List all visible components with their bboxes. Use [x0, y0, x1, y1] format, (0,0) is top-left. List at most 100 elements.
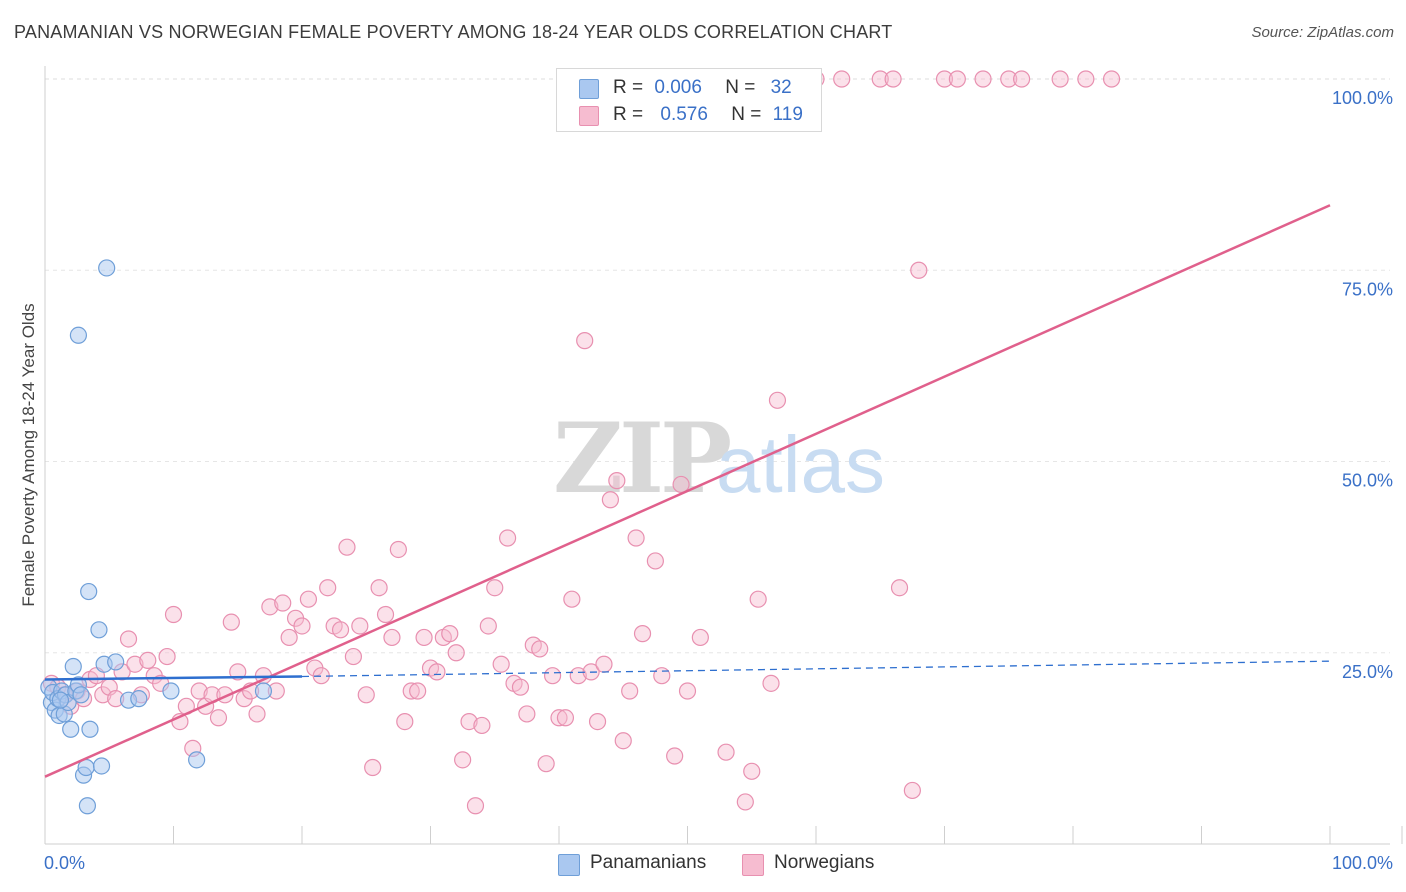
norwegians-legend-swatch [742, 854, 764, 876]
y-tick-label: 50.0% [1342, 471, 1393, 491]
norwegians-point [595, 655, 613, 673]
r-value: 0.576 [660, 104, 708, 125]
norwegians-point [364, 758, 382, 777]
norwegians-point [691, 628, 709, 647]
trend-lines [44, 204, 1331, 778]
norwegians-point [556, 709, 575, 727]
norwegians-point [473, 716, 491, 735]
panamanians-point [254, 682, 273, 700]
norwegians-point [261, 598, 279, 616]
panamanians-point [69, 326, 88, 344]
panamanians-point [64, 657, 82, 676]
norwegians-point [576, 332, 594, 350]
norwegians-point [511, 678, 530, 696]
norwegians-point [614, 732, 632, 750]
norwegians-point [518, 705, 536, 723]
norwegians-legend-label: Norwegians [774, 852, 875, 873]
x-tick-label-max: 100.0% [1332, 853, 1393, 873]
n-label: N = [731, 104, 762, 125]
panamanians-point [92, 757, 111, 775]
norwegians-point [222, 613, 240, 631]
y-tick-label: 25.0% [1342, 662, 1393, 682]
norwegians-point [653, 667, 671, 685]
chart-title: PANAMANIAN VS NORWEGIAN FEMALE POVERTY A… [14, 22, 893, 42]
watermark-zip: ZIP [553, 402, 730, 515]
norwegians-point [447, 644, 465, 662]
panamanians-legend-swatch [558, 854, 580, 876]
norwegians-point [492, 655, 510, 673]
norwegians-point [126, 655, 144, 673]
norwegians-point [633, 625, 652, 643]
norwegians-point [935, 70, 954, 88]
norwegians-point [293, 617, 311, 635]
y-tick-label: 75.0% [1342, 279, 1393, 299]
norwegians-point [903, 781, 921, 800]
panamanians-point [130, 690, 148, 708]
norwegians-point [563, 590, 581, 608]
norwegians-point [531, 640, 549, 658]
panamanians-points [40, 259, 273, 815]
norwegians-point [454, 751, 472, 769]
norwegians-point [1012, 70, 1031, 88]
norwegians-point [428, 663, 446, 681]
norwegians-point [1077, 70, 1095, 88]
norwegians-point [736, 793, 754, 811]
panamanians-point [107, 653, 125, 671]
norwegians-point [299, 590, 318, 608]
norwegians-point [280, 628, 298, 647]
y-tick-label: 100.0% [1332, 88, 1393, 108]
norwegians-point [499, 529, 517, 547]
norwegians-point [1051, 70, 1069, 88]
panamanians-trend-line [44, 675, 303, 681]
norwegians-point [383, 628, 401, 647]
norwegians-point [479, 617, 497, 635]
norwegians-point [190, 682, 208, 700]
norwegians-point [646, 552, 664, 570]
panamanians-point [80, 582, 98, 601]
panamanians-trend-extension [301, 660, 1331, 678]
norwegians-point [164, 605, 183, 624]
r-label: R = [613, 77, 644, 98]
stats-legend: R = 0.006 N = 32 R = 0.576 N = 119 [556, 68, 822, 132]
norwegians-point [357, 686, 375, 704]
norwegians-points [42, 70, 1121, 815]
panamanians-point [78, 797, 97, 815]
r-value: 0.006 [654, 77, 702, 98]
norwegians-point [871, 70, 889, 88]
norwegians-point [319, 579, 337, 597]
norwegians-point [441, 625, 459, 643]
norwegians-point [331, 621, 350, 639]
norwegians-point [890, 579, 909, 597]
norwegians-point [351, 617, 369, 635]
n-value: 32 [770, 77, 792, 98]
norwegians-point [229, 663, 247, 681]
norwegians-point [768, 391, 787, 409]
tick-labels: 25.0% 50.0% 75.0% 100.0% 0.0% 100.0% [44, 88, 1393, 873]
norwegians-point [1102, 70, 1121, 88]
watermark-layer: ZIP atlas [553, 402, 885, 515]
panamanians-swatch [579, 79, 599, 99]
norwegians-point [588, 712, 607, 731]
norwegians-point [666, 747, 684, 765]
panamanians-legend-label: Panamanians [590, 852, 707, 873]
norwegians-point [402, 682, 420, 700]
norwegians-point [370, 579, 388, 597]
norwegians-trend-line [44, 204, 1331, 778]
norwegians-point [1000, 70, 1018, 88]
norwegians-point [627, 529, 645, 547]
norwegians-point [948, 70, 966, 88]
norwegians-point [139, 651, 157, 670]
source-label: Source: ZipAtlas.com [1251, 24, 1394, 41]
norwegians-point [974, 70, 992, 88]
norwegians-point [376, 605, 395, 624]
panamanians-point [188, 751, 206, 769]
norwegians-point [274, 594, 292, 612]
norwegians-swatch [579, 106, 599, 126]
n-label: N = [725, 77, 756, 98]
norwegians-point [409, 682, 427, 700]
norwegians-point [717, 743, 735, 761]
norwegians-point [910, 261, 928, 279]
norwegians-point [601, 491, 620, 509]
panamanians-point [98, 259, 116, 277]
norwegians-point [486, 579, 504, 597]
